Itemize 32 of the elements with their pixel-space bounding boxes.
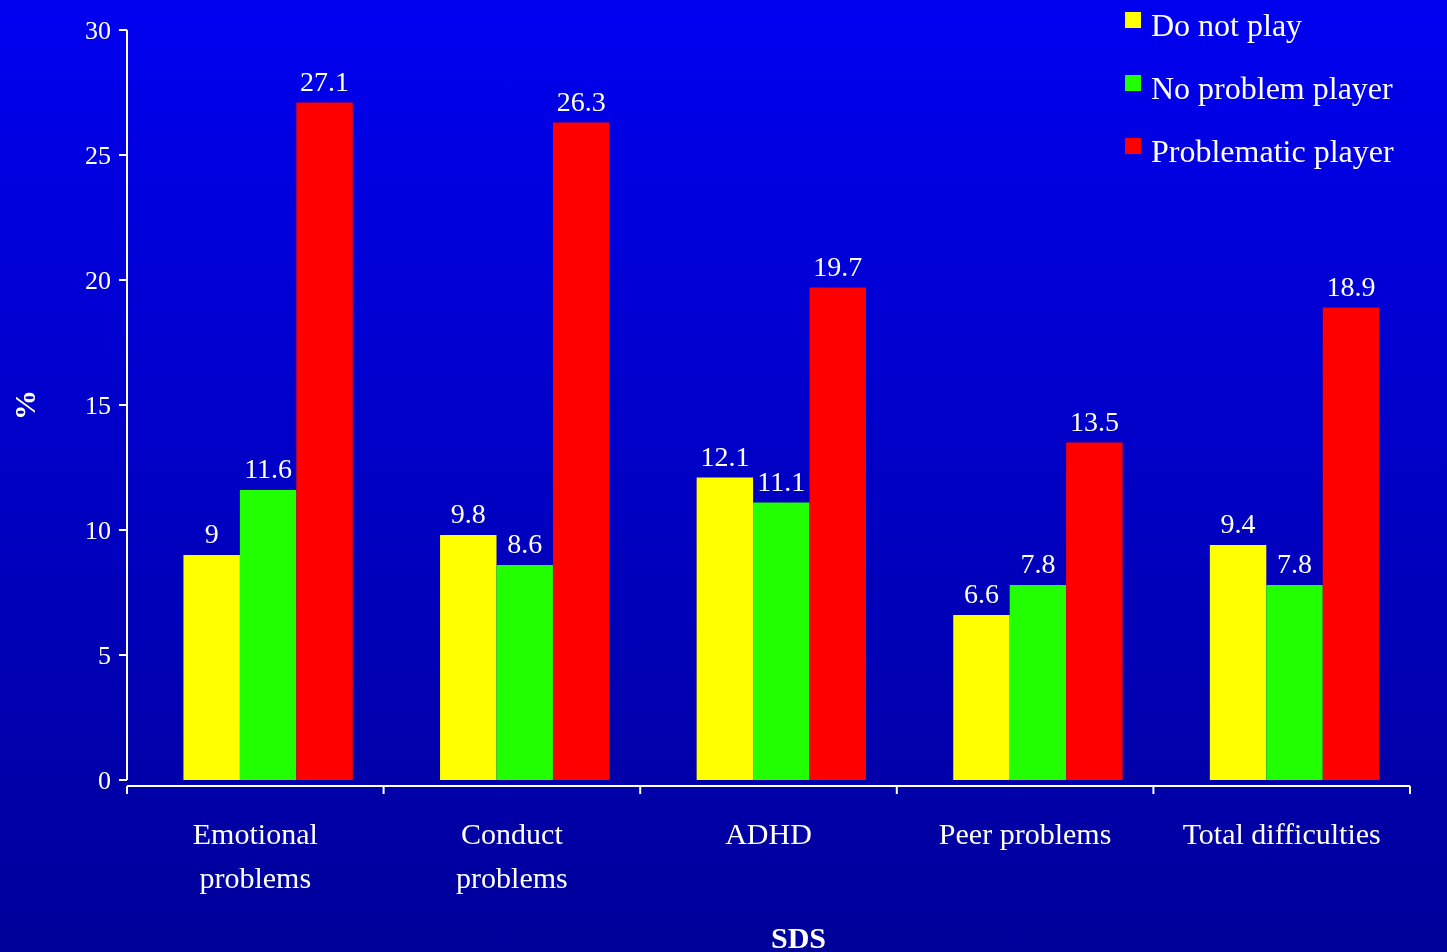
x-tick-label: Emotional problems — [192, 817, 318, 894]
x-tick-label: ADHD — [725, 817, 812, 850]
legend-label: Problematic player — [1151, 133, 1394, 169]
x-tick-label: Peer problems — [938, 817, 1112, 850]
y-tick-label: 25 — [85, 141, 111, 171]
legend-label: Do not play — [1151, 7, 1303, 43]
x-tick-label: Conduct problems — [456, 817, 568, 894]
data-label: 6.6 — [963, 578, 999, 609]
x-axis-title: SDS — [770, 921, 827, 952]
data-label: 19.7 — [813, 250, 863, 282]
data-label: 11.1 — [757, 465, 806, 497]
data-label: 7.8 — [1277, 548, 1313, 579]
data-label: 9.8 — [450, 498, 486, 529]
data-label: 18.9 — [1326, 270, 1376, 302]
data-label: 7.8 — [1020, 548, 1056, 579]
legend-label: No problem player — [1151, 70, 1394, 106]
data-label: 9.4 — [1220, 508, 1256, 539]
y-tick-label: 15 — [85, 391, 111, 421]
data-label: 26.3 — [556, 85, 606, 117]
y-axis-title: % — [8, 390, 41, 420]
y-tick-label: 30 — [85, 16, 111, 46]
y-tick-label: 10 — [85, 516, 111, 546]
data-label: 27.1 — [300, 65, 350, 97]
data-label: 12.1 — [700, 440, 750, 472]
x-tick-label: Total difficulties — [1182, 817, 1381, 850]
y-tick-label: 20 — [85, 266, 111, 296]
data-label: 11.6 — [244, 453, 293, 484]
data-label: 9 — [204, 518, 219, 549]
y-tick-label: 5 — [98, 641, 111, 671]
y-tick-label: 0 — [98, 766, 111, 796]
data-label: 8.6 — [507, 528, 543, 559]
data-label: 13.5 — [1069, 405, 1119, 437]
